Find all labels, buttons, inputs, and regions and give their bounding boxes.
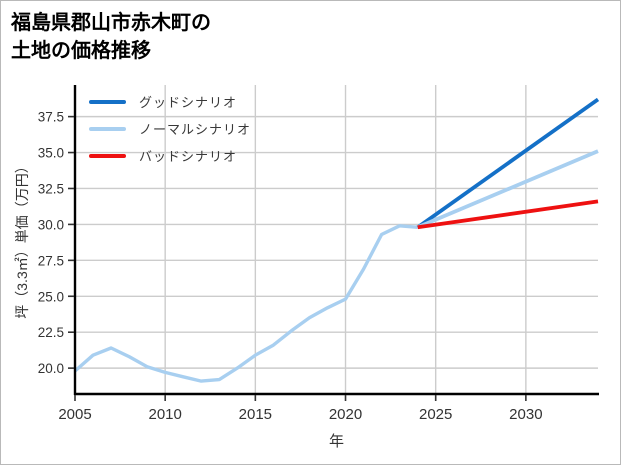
グッドシナリオ-line [416, 97, 600, 229]
normal-scenario-swatch [89, 126, 126, 131]
ノーマルシナリオ-line [416, 149, 599, 230]
title-line-2: 土地の価格推移 [11, 40, 151, 62]
y-tick-label: 22.5 [38, 325, 64, 340]
legend-label: バッドシナリオ [139, 149, 238, 164]
good-scenario-swatch [89, 99, 126, 104]
legend-item-good-scenario: グッドシナリオ [89, 88, 251, 115]
legend-item-bad-scenario: バッドシナリオ [89, 142, 251, 169]
history-line [73, 224, 418, 383]
x-tick-label: 2010 [148, 406, 181, 423]
y-axis-label: 坪（3.3㎡）単価（万円） [14, 159, 30, 319]
y-tick-label: 37.5 [38, 110, 64, 125]
x-tick-label: 2015 [239, 406, 272, 423]
x-tick-label: 2025 [419, 406, 452, 423]
legend-item-normal-scenario: ノーマルシナリオ [89, 115, 251, 142]
x-tick-label: 2005 [58, 406, 91, 423]
バッドシナリオ-line [417, 199, 599, 230]
x-tick-label: 2030 [509, 406, 542, 423]
y-tick-label: 27.5 [38, 253, 64, 268]
x-axis-label: 年 [328, 433, 344, 450]
y-tick-label: 30.0 [38, 217, 64, 232]
legend-label: グッドシナリオ [139, 95, 238, 110]
legend: グッドシナリオ ノーマルシナリオ バッドシナリオ [89, 88, 251, 169]
y-tick-label: 25.0 [38, 289, 64, 304]
y-tick-label: 32.5 [38, 181, 64, 196]
y-tick-label: 20.0 [38, 361, 64, 376]
title-line-1: 福島県郡山市赤木町の [11, 12, 211, 34]
bad-scenario-swatch [89, 153, 126, 158]
legend-label: ノーマルシナリオ [139, 122, 252, 137]
page-title: 福島県郡山市赤木町の 土地の価格推移 [11, 9, 211, 65]
x-tick-label: 2020 [329, 406, 362, 423]
y-tick-label: 35.0 [38, 146, 64, 161]
